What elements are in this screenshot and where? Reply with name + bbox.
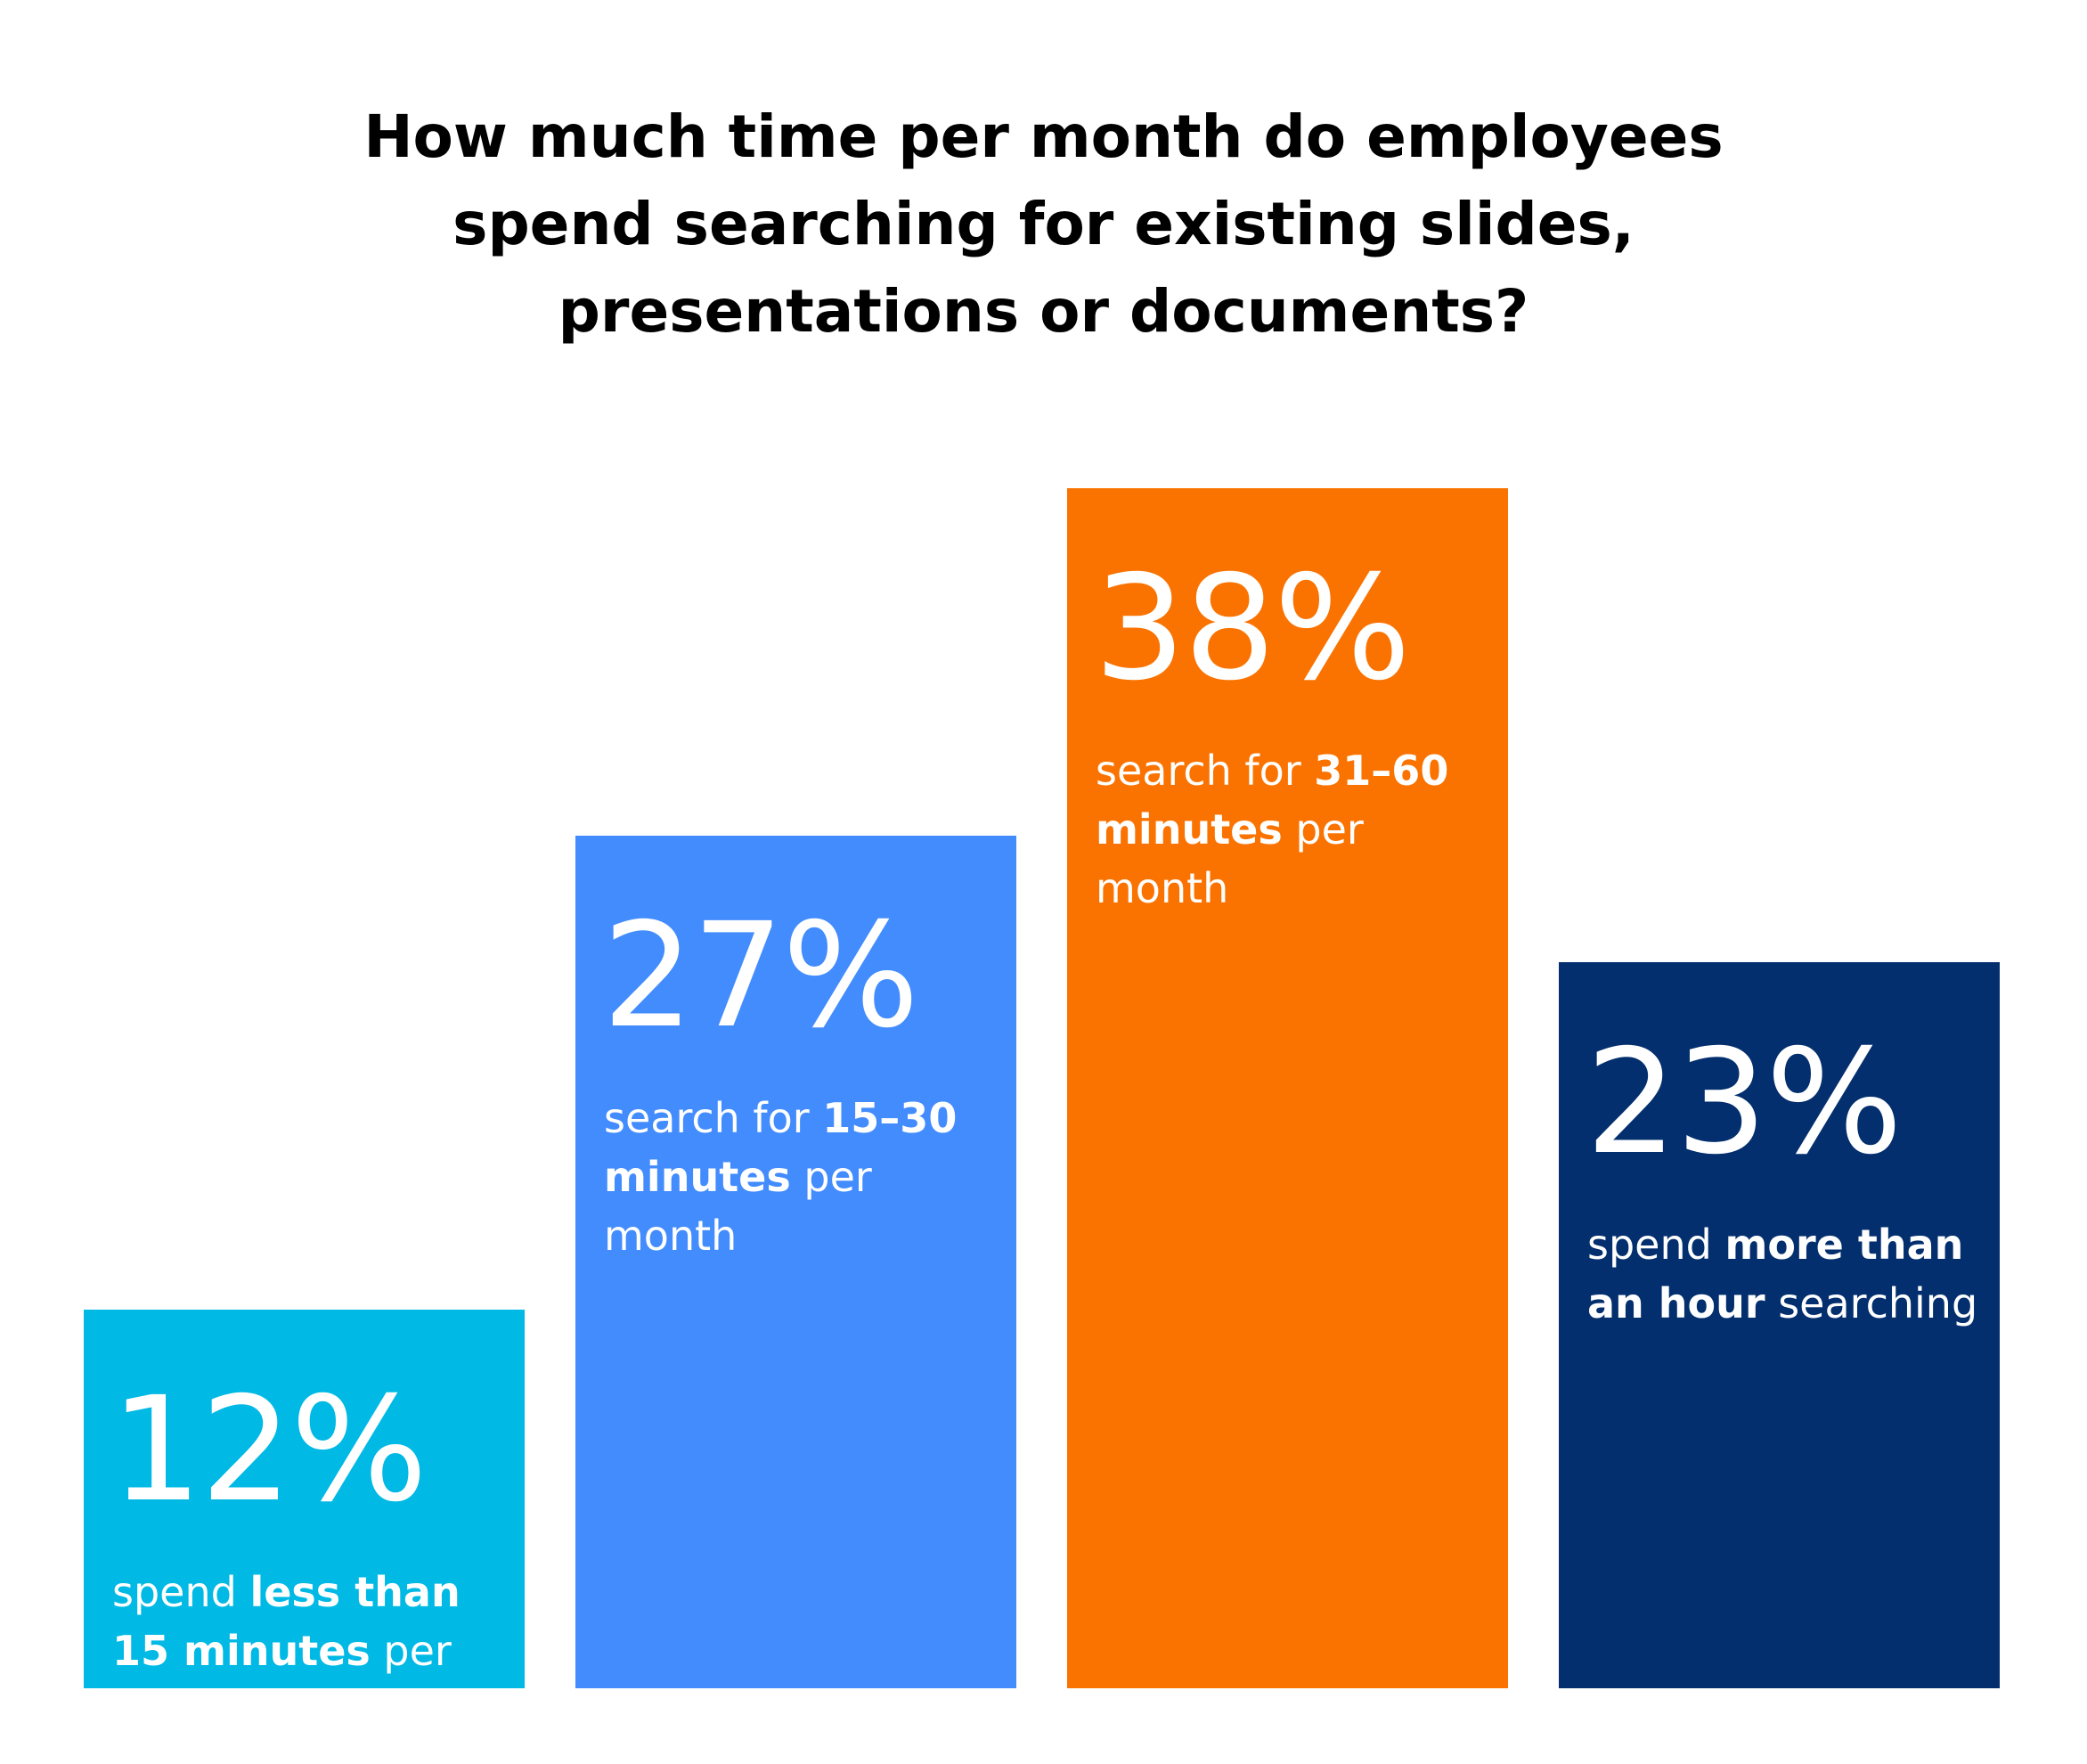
bar-description-text: per month	[1096, 805, 1364, 912]
bar-description-text: search for	[1096, 747, 1315, 795]
bar-4: 23% spend more than an hour searching	[1559, 962, 2000, 1688]
bar-description-text: search for	[604, 1094, 823, 1142]
bar-2: 27% search for 15–30 minutes per month	[575, 836, 1016, 1688]
bar-description: spend less than 15 minutes per month sea…	[112, 1563, 504, 1739]
bar-description: search for 15–30 minutes per month	[604, 1089, 996, 1265]
bar-description-text: spend	[1587, 1221, 1725, 1269]
bar-description-emphasis: less than 15 minutes	[112, 1568, 461, 1675]
bar-description: search for 31–60 minutes per month	[1096, 741, 1488, 918]
bar-value-label: 27%	[602, 893, 919, 1060]
bar-description-emphasis: 31–60 minutes	[1096, 747, 1449, 853]
bar-description-text: spend	[112, 1568, 250, 1616]
bar-value-label: 12%	[110, 1367, 428, 1534]
bar-description-text: per month searching	[112, 1627, 458, 1734]
bar-value-label: 38%	[1094, 545, 1411, 713]
bar-description: spend more than an hour searching	[1587, 1215, 1979, 1333]
bar-value-label: 23%	[1586, 1019, 1903, 1187]
chart-title-line-1: How much time per month do employees	[363, 102, 1724, 171]
chart-title-line-3: presentations or documents?	[558, 277, 1529, 346]
bar-3: 38% search for 31–60 minutes per month	[1067, 488, 1508, 1688]
chart-title: How much time per month do employees spe…	[0, 94, 2087, 355]
bar-description-emphasis: 15–30 minutes	[604, 1094, 958, 1201]
bar-1: 12% spend less than 15 minutes per month …	[84, 1310, 525, 1734]
chart-title-line-2: spend searching for existing slides,	[452, 190, 1635, 258]
bar-description-text: per month	[604, 1153, 872, 1260]
bar-description-text: searching	[1765, 1279, 1978, 1327]
bar-description-emphasis: more than an hour	[1587, 1221, 1964, 1327]
